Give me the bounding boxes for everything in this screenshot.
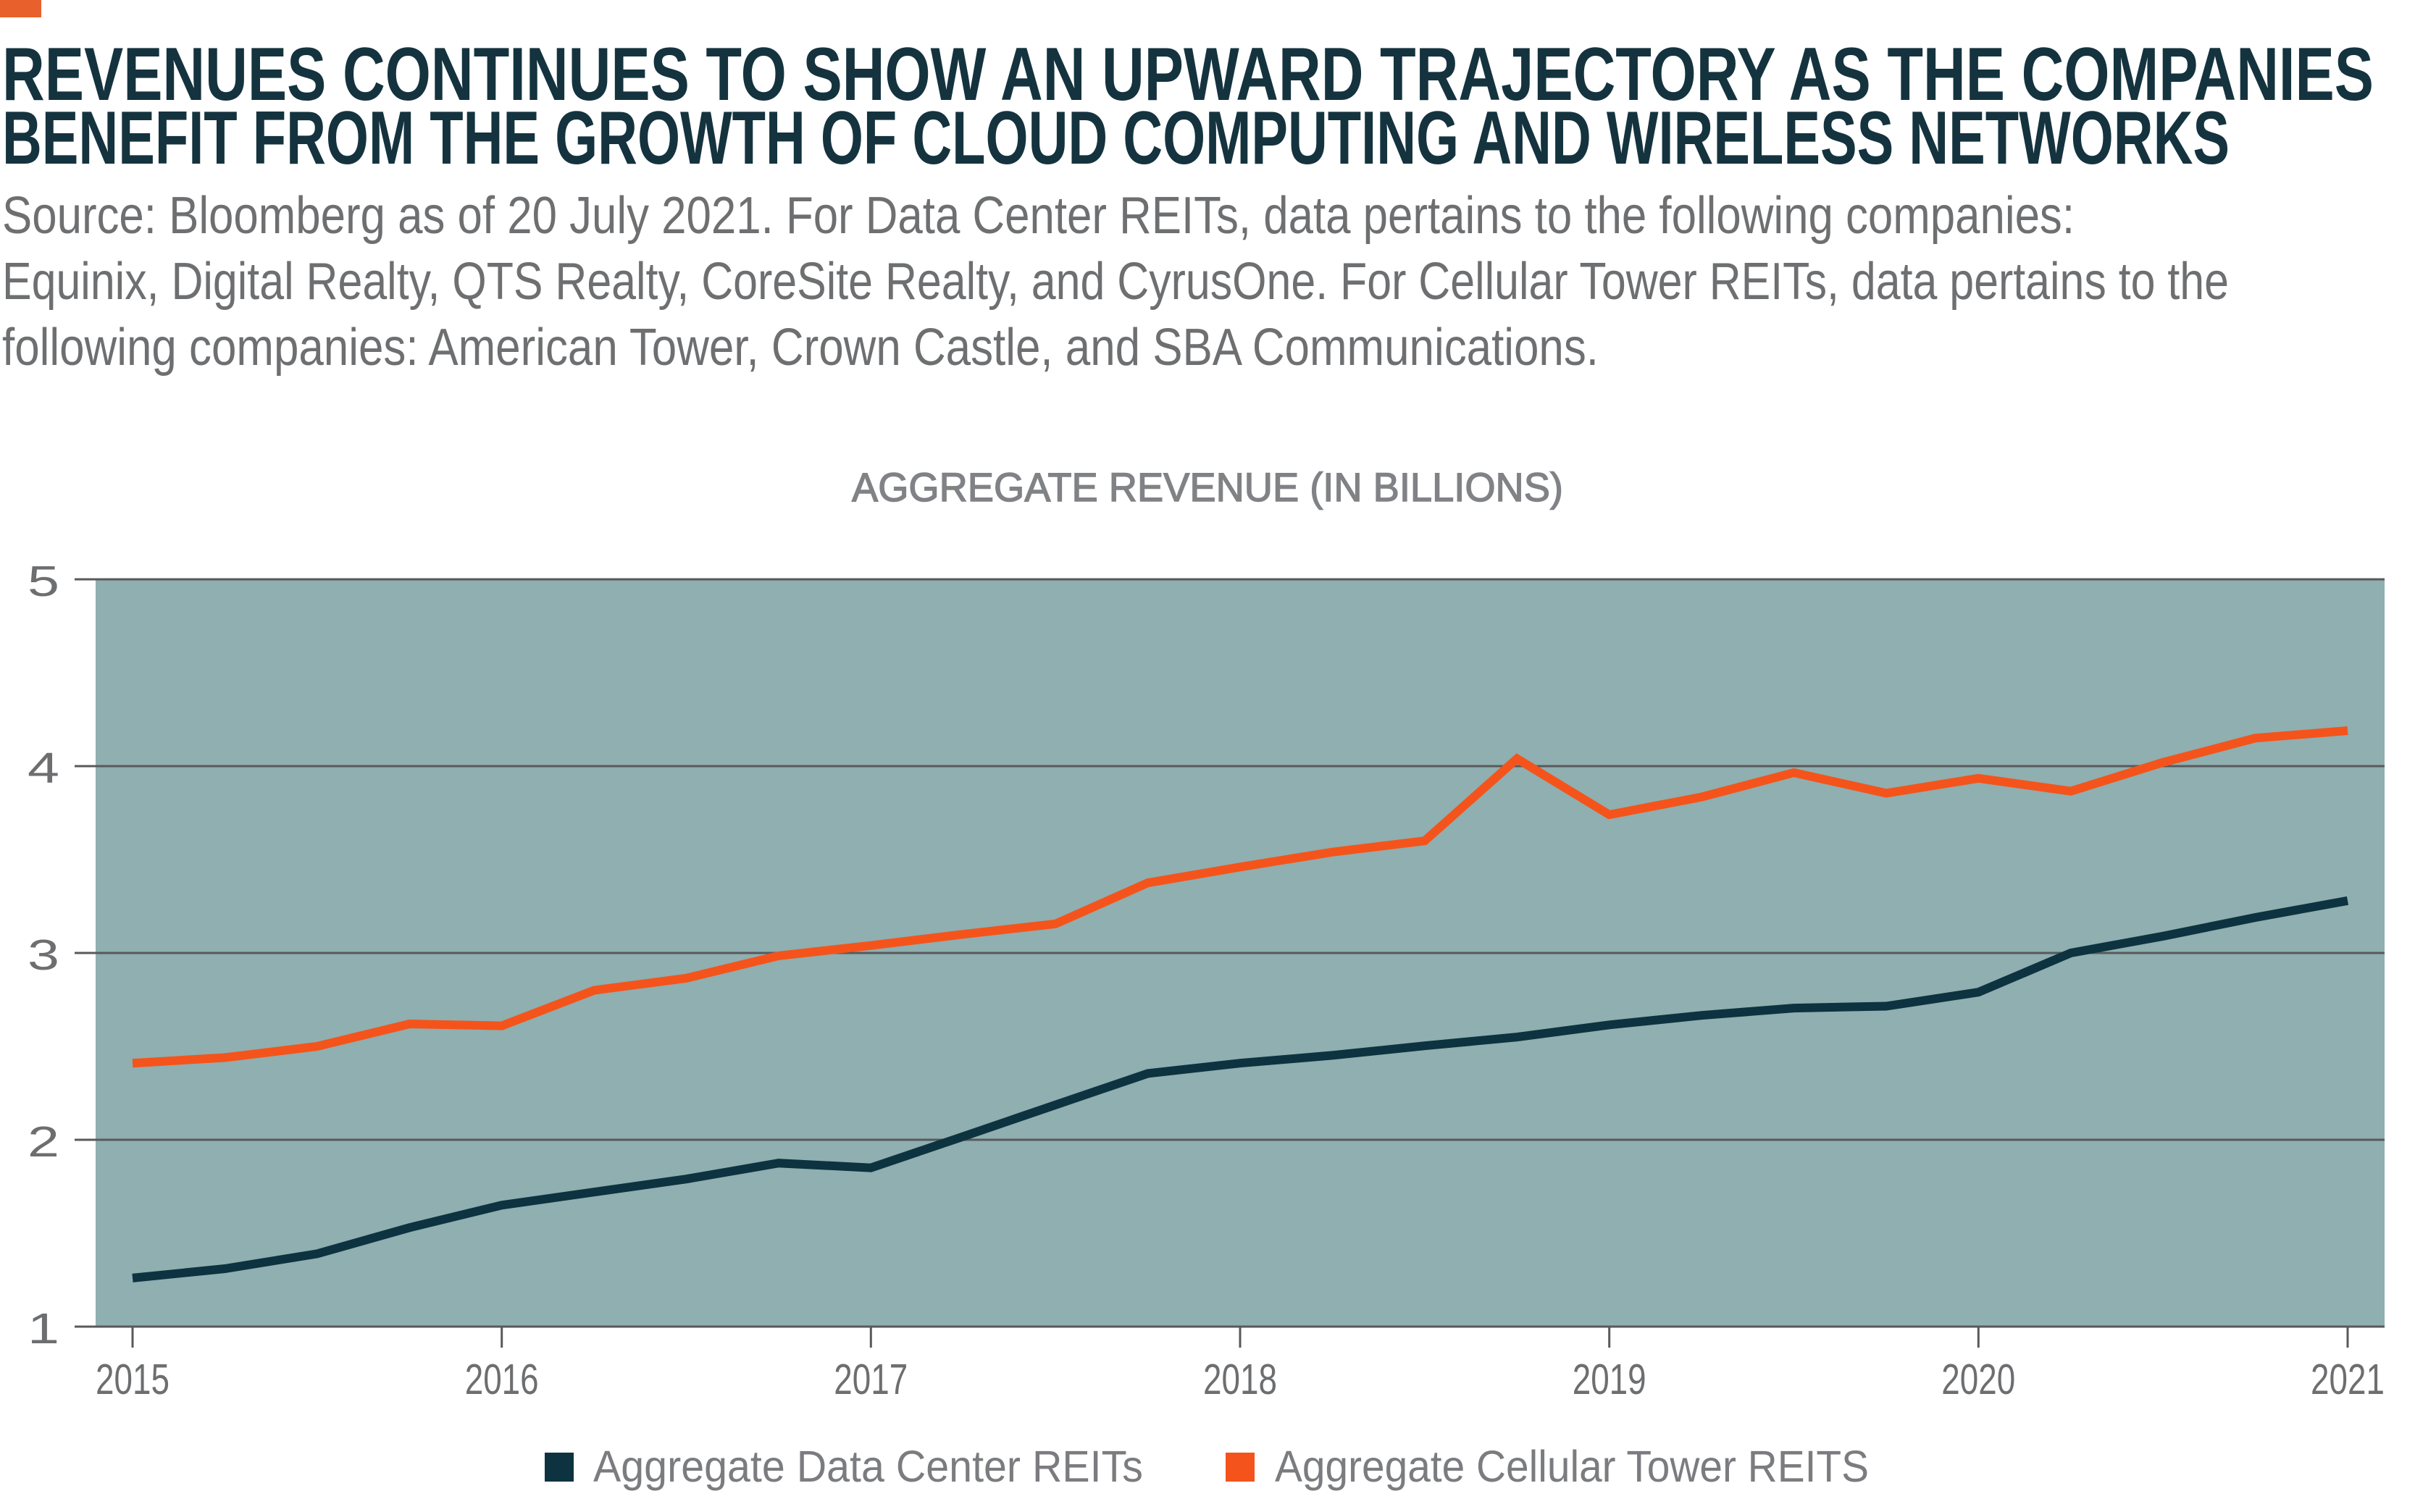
svg-text:2: 2 (28, 1118, 59, 1166)
svg-text:2018: 2018 (1203, 1356, 1277, 1403)
svg-text:4: 4 (28, 744, 59, 792)
svg-text:Equinix, Digital Realty, QTS R: Equinix, Digital Realty, QTS Realty, Cor… (2, 253, 2229, 311)
svg-text:Aggregate Cellular Tower REITS: Aggregate Cellular Tower REITS (1275, 1442, 1869, 1491)
svg-text:Source: Bloomberg as of 20 Jul: Source: Bloomberg as of 20 July 2021. Fo… (2, 187, 2075, 245)
svg-text:2020: 2020 (1941, 1356, 2015, 1403)
svg-text:Aggregate Data Center REITs: Aggregate Data Center REITs (593, 1442, 1143, 1491)
svg-text:3: 3 (28, 931, 59, 979)
svg-text:2017: 2017 (834, 1356, 908, 1403)
svg-text:AGGREGATE REVENUE (IN BILLIONS: AGGREGATE REVENUE (IN BILLIONS) (852, 464, 1563, 510)
svg-text:2016: 2016 (465, 1356, 539, 1403)
svg-text:5: 5 (28, 558, 59, 605)
svg-text:2015: 2015 (96, 1356, 169, 1403)
svg-text:2019: 2019 (1573, 1356, 1646, 1403)
svg-text:following companies: American: following companies: American Tower, Cro… (2, 319, 1599, 377)
svg-text:REVENUES CONTINUES TO SHOW AN: REVENUES CONTINUES TO SHOW AN UPWARD TRA… (2, 33, 2374, 117)
svg-text:BENEFIT FROM THE GROWTH OF CLO: BENEFIT FROM THE GROWTH OF CLOUD COMPUTI… (2, 96, 2230, 180)
svg-text:1: 1 (28, 1305, 59, 1353)
svg-text:2021: 2021 (2311, 1356, 2385, 1403)
